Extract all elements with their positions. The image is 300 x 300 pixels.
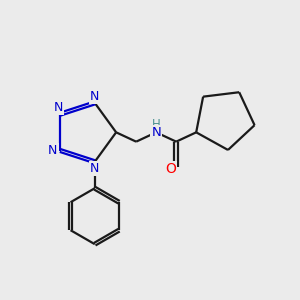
Text: N: N: [151, 126, 161, 139]
Text: O: O: [165, 162, 176, 176]
Text: N: N: [90, 90, 100, 103]
Text: N: N: [54, 101, 63, 114]
Text: H: H: [152, 118, 161, 130]
Text: N: N: [90, 162, 100, 175]
Text: N: N: [48, 144, 58, 157]
